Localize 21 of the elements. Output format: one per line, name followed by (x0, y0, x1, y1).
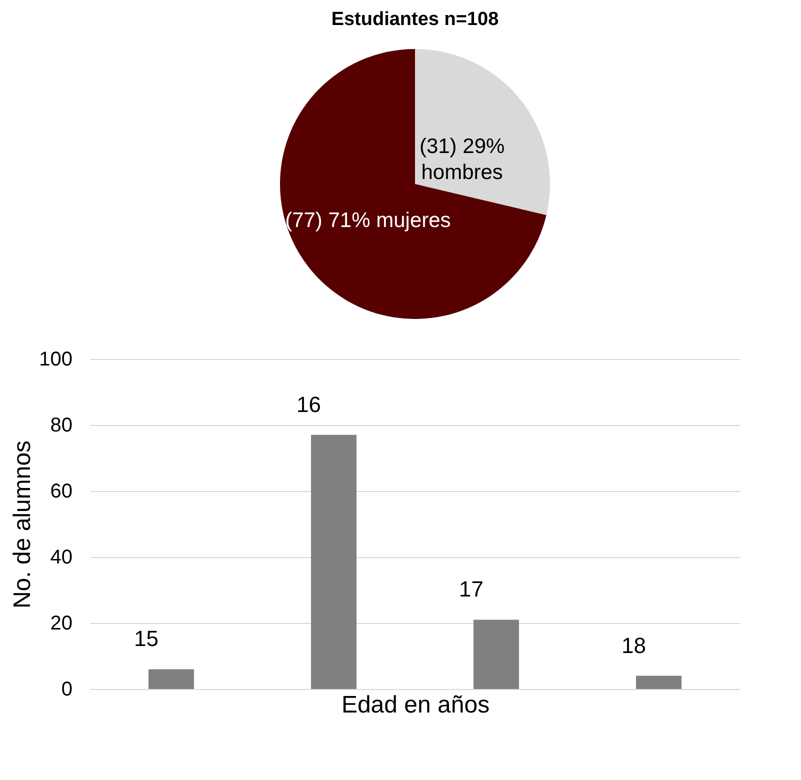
x-axis-title: Edad en años (341, 692, 490, 718)
bar (311, 434, 356, 689)
y-axis-title: No. de alumnos (9, 440, 36, 609)
y-tick-label: 20 (50, 612, 72, 634)
y-tick-label: 100 (39, 348, 72, 370)
x-tick-label: 18 (622, 632, 646, 658)
bar (636, 676, 682, 689)
x-tick-label: 17 (459, 576, 484, 602)
x-tick-label: 15 (134, 626, 158, 652)
bar (474, 620, 519, 689)
x-tick-label: 16 (296, 392, 321, 417)
y-tick-label: 60 (50, 480, 72, 502)
chart-title: Estudiantes n=108 (331, 9, 499, 30)
pie-slice (280, 49, 546, 319)
data-label: (31) 29% (419, 134, 505, 158)
y-tick-label: 0 (61, 678, 72, 700)
y-tick-label: 80 (50, 414, 72, 436)
y-tick-label: 40 (50, 546, 72, 568)
bar (148, 669, 194, 689)
slice-label: (77) 71% mujeres (285, 209, 451, 232)
slice-label: hombres (421, 160, 503, 184)
